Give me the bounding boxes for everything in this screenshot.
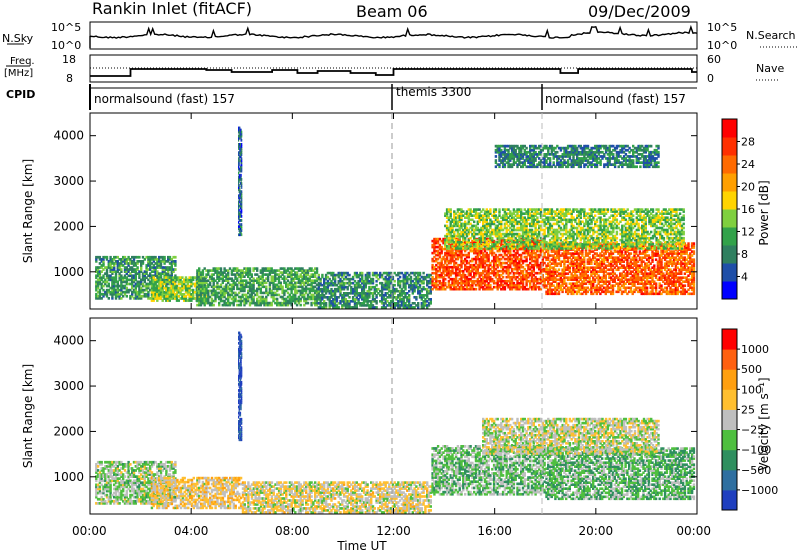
freq-trace — [90, 69, 697, 76]
power-heatmap — [95, 127, 695, 309]
heatmap-cell — [430, 298, 432, 301]
heatmap-cell — [281, 286, 283, 289]
cpid-label: CPID — [6, 88, 35, 101]
heatmap-cell — [276, 298, 278, 301]
heatmap-cell — [375, 284, 377, 287]
heatmap-cell — [415, 296, 417, 299]
nsky-trace — [90, 27, 697, 48]
station-title: Rankin Inlet (fitACF) — [92, 0, 252, 18]
heatmap-cell — [220, 267, 222, 270]
heatmap-cell — [399, 276, 401, 279]
heatmap-cell — [108, 283, 110, 286]
heatmap-cell — [265, 286, 267, 289]
heatmap-cell — [410, 276, 412, 279]
nsearch-tick-bottom: 10^0 — [707, 39, 737, 52]
heatmap-cell — [361, 272, 363, 275]
heatmap-cell — [419, 272, 421, 275]
heatmap-cell — [106, 256, 108, 259]
heatmap-cell — [108, 297, 110, 300]
heatmap-cell — [325, 302, 327, 305]
heatmap-cell — [502, 276, 504, 279]
heatmap-cell — [394, 280, 396, 283]
heatmap-cell — [126, 295, 128, 298]
freq-tick-top: 18 — [62, 53, 76, 66]
heatmap-cell — [307, 302, 309, 305]
heatmap-cell — [444, 282, 446, 285]
heatmap-cell — [174, 268, 176, 271]
freq-label-bottom: [MHz] — [4, 68, 33, 79]
heatmap-cell — [316, 267, 318, 270]
heatmap-cell — [630, 252, 632, 255]
date-title: 09/Dec/2009 — [588, 2, 691, 21]
heatmap-cell — [251, 273, 253, 276]
nave-tick-top: 60 — [707, 53, 721, 66]
cpid-mode-1: normalsound (fast) 157 — [94, 92, 235, 106]
heatmap-cell — [138, 256, 140, 259]
nsky-tick-bottom: 10^0 — [51, 39, 81, 52]
heatmap-cell — [408, 294, 410, 297]
heatmap-cell — [394, 284, 396, 287]
heatmap-cell — [174, 260, 176, 263]
nsearch-label: N.Search — [746, 29, 796, 42]
heatmap-cell — [213, 304, 215, 307]
heatmap-cell — [444, 278, 446, 281]
freq-tick-bottom: 8 — [66, 72, 73, 85]
heatmap-cell — [372, 278, 374, 281]
nave-label: Nave — [756, 62, 784, 75]
heatmap-cell — [249, 267, 251, 270]
heatmap-cell — [653, 264, 655, 267]
freq-label-top: Freq. — [10, 56, 35, 67]
heatmap-cell — [321, 274, 323, 277]
heatmap-cell — [543, 262, 545, 265]
heatmap-cell — [475, 288, 477, 291]
beam-title: Beam 06 — [356, 2, 428, 21]
heatmap-cell — [136, 266, 138, 269]
heatmap-cell — [558, 268, 560, 271]
heatmap-cell — [198, 267, 200, 270]
heatmap-cell — [120, 268, 122, 271]
heatmap-cell — [368, 272, 370, 275]
nsky-panel-frame — [90, 22, 697, 49]
nsearch-tick-top: 10^5 — [707, 21, 737, 34]
heatmap-cell — [338, 306, 340, 309]
cpid-mode-3: normalsound (fast) 157 — [545, 92, 686, 106]
heatmap-cell — [660, 284, 662, 287]
heatmap-cell — [375, 300, 377, 303]
cpid-mode-2: themis 3300 — [396, 85, 471, 99]
heatmap-cell — [256, 267, 258, 270]
nave-tick-bottom: 0 — [707, 72, 714, 85]
nsky-tick-top: 10^5 — [51, 21, 81, 34]
heatmap-cell — [565, 282, 567, 285]
heatmap-cell — [280, 282, 282, 285]
heatmap-cell — [348, 274, 350, 277]
heatmap-cell — [174, 256, 176, 259]
heatmap-cell — [348, 296, 350, 299]
heatmap-cell — [300, 304, 302, 307]
heatmap-cell — [163, 256, 165, 259]
heatmap-cell — [417, 302, 419, 305]
heatmap-cell — [318, 274, 320, 277]
heatmap-cell — [375, 306, 377, 309]
heatmap-cell — [646, 287, 648, 290]
heatmap-cell — [657, 250, 659, 253]
nsky-label: N.Sky — [2, 32, 34, 45]
heatmap-cell — [489, 284, 491, 287]
heatmap-cell — [655, 282, 657, 285]
heatmap-cell — [422, 272, 424, 275]
